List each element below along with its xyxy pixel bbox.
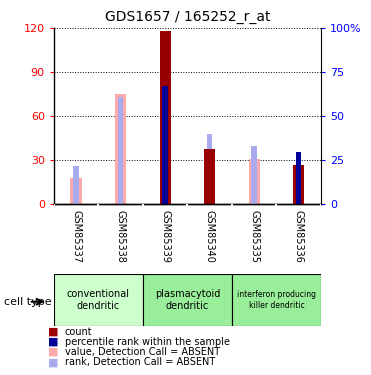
Bar	[296, 152, 301, 204]
Bar	[115, 94, 126, 204]
Text: GSM85336: GSM85336	[294, 210, 303, 263]
Text: ■: ■	[48, 337, 59, 347]
Bar	[232, 274, 321, 326]
Text: ■: ■	[48, 327, 59, 337]
Bar	[162, 86, 168, 204]
Bar	[160, 31, 171, 204]
Bar	[118, 97, 123, 204]
Text: ■: ■	[48, 347, 59, 357]
Bar	[54, 274, 143, 326]
Bar	[249, 159, 260, 204]
Text: interferon producing
killer dendritic: interferon producing killer dendritic	[237, 290, 316, 310]
Text: conventional
dendritic: conventional dendritic	[67, 289, 130, 311]
Bar	[293, 165, 304, 204]
Bar	[73, 166, 79, 204]
Text: cell type: cell type	[4, 297, 51, 307]
Bar	[252, 146, 257, 204]
Text: percentile rank within the sample: percentile rank within the sample	[65, 337, 230, 347]
Text: ■: ■	[48, 357, 59, 367]
Text: GSM85337: GSM85337	[71, 210, 81, 263]
Text: GSM85340: GSM85340	[205, 210, 214, 263]
Bar	[143, 274, 232, 326]
Bar	[204, 148, 215, 204]
Bar	[70, 178, 82, 204]
Text: GSM85339: GSM85339	[160, 210, 170, 263]
Text: value, Detection Call = ABSENT: value, Detection Call = ABSENT	[65, 347, 220, 357]
Text: count: count	[65, 327, 92, 337]
Text: rank, Detection Call = ABSENT: rank, Detection Call = ABSENT	[65, 357, 215, 367]
Text: plasmacytoid
dendritic: plasmacytoid dendritic	[155, 289, 220, 311]
Text: GSM85338: GSM85338	[116, 210, 125, 263]
Bar	[207, 134, 212, 204]
Title: GDS1657 / 165252_r_at: GDS1657 / 165252_r_at	[105, 10, 270, 24]
Text: GSM85335: GSM85335	[249, 210, 259, 263]
